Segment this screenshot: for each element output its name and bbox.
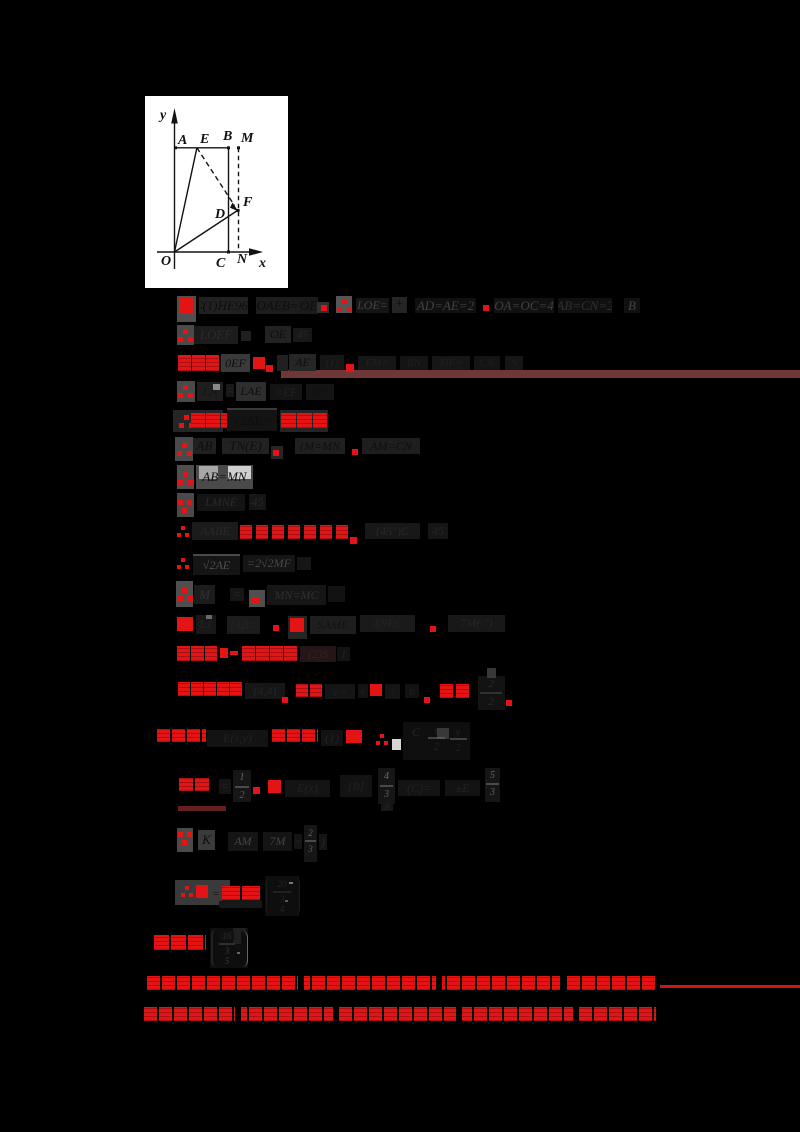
svg-text:N: N <box>236 252 248 267</box>
svg-text:O: O <box>161 254 171 269</box>
svg-text:C: C <box>216 256 226 271</box>
svg-text:A: A <box>177 133 187 148</box>
svg-text:E: E <box>199 132 209 147</box>
svg-text:x: x <box>258 256 266 271</box>
svg-text:D: D <box>214 207 225 222</box>
svg-text:B: B <box>222 129 232 144</box>
svg-text:F: F <box>242 195 253 210</box>
svg-text:M: M <box>240 131 254 146</box>
svg-text:y: y <box>158 108 167 123</box>
